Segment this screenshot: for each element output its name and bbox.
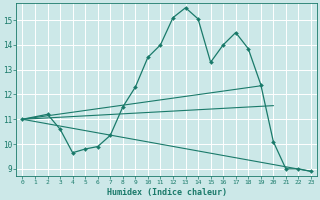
X-axis label: Humidex (Indice chaleur): Humidex (Indice chaleur) [107, 188, 227, 197]
